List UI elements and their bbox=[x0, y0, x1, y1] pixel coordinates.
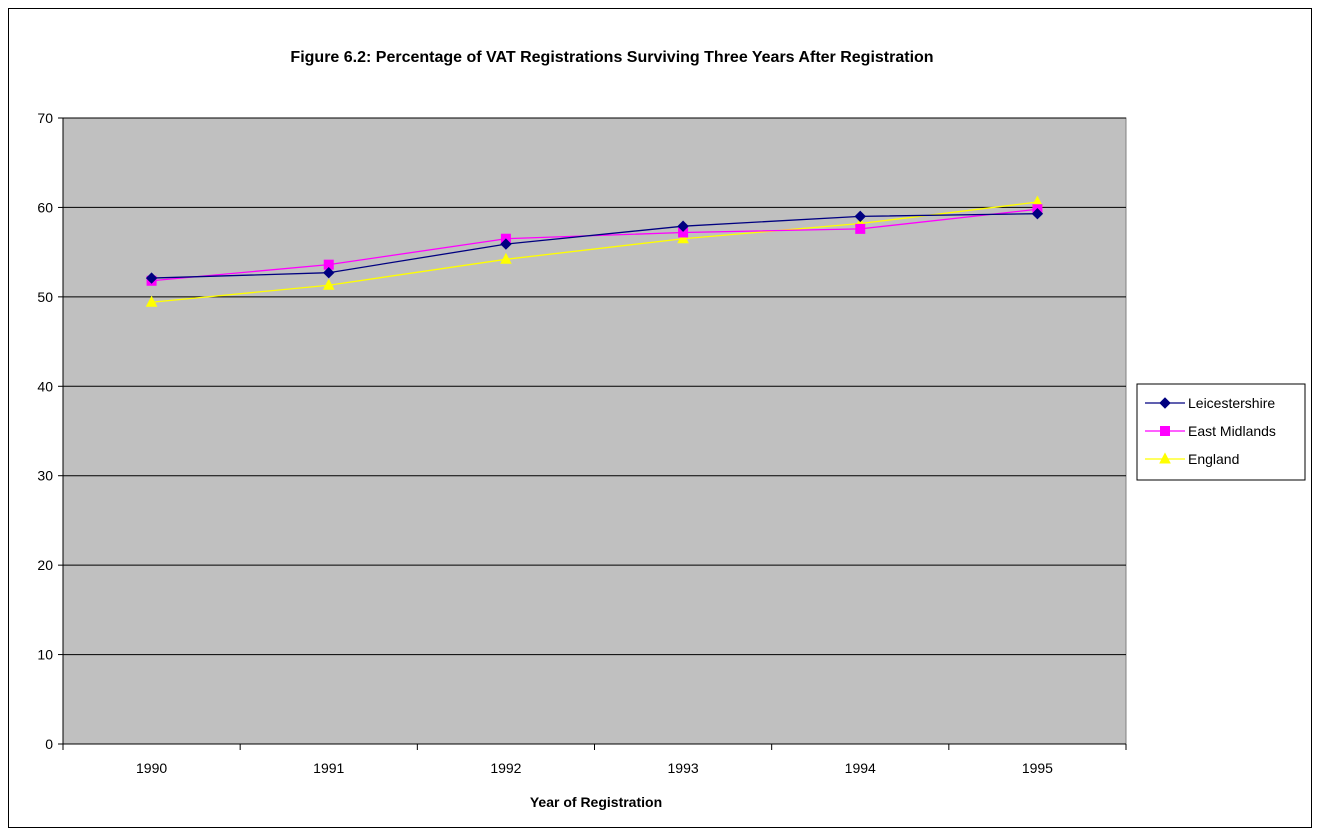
x-tick-label: 1995 bbox=[1022, 760, 1053, 776]
chart-title: Figure 6.2: Percentage of VAT Registrati… bbox=[290, 49, 933, 66]
plot-background bbox=[62, 117, 1127, 745]
legend-item: Leicestershire bbox=[1145, 395, 1275, 411]
series-leicestershire bbox=[145, 207, 1044, 284]
legend-swatch-marker bbox=[1160, 426, 1170, 436]
legend-swatch-marker bbox=[1159, 397, 1171, 409]
y-axis: 0 10 20 30 40 50 60 70 bbox=[37, 110, 64, 752]
data-point bbox=[323, 267, 335, 279]
data-point bbox=[855, 223, 866, 234]
y-tick-label: 30 bbox=[37, 468, 53, 484]
legend-label: East Midlands bbox=[1188, 423, 1276, 439]
data-point bbox=[145, 272, 158, 284]
data-point bbox=[500, 252, 512, 264]
x-tick-label: 1993 bbox=[668, 760, 699, 776]
y-tick-label: 70 bbox=[37, 110, 53, 126]
x-tick-label: 1994 bbox=[845, 760, 876, 776]
data-point bbox=[145, 295, 158, 307]
x-tick-label: 1990 bbox=[136, 760, 167, 776]
y-tick-label: 50 bbox=[37, 289, 53, 305]
y-tick-label: 60 bbox=[37, 199, 53, 215]
series-layer bbox=[145, 195, 1044, 307]
data-point bbox=[322, 278, 335, 290]
data-point bbox=[677, 232, 689, 244]
y-tick-label: 40 bbox=[37, 378, 53, 394]
x-tick-label: 1992 bbox=[490, 760, 521, 776]
legend-label: England bbox=[1188, 451, 1239, 467]
x-axis: 1990 1991 1992 1993 1994 1995 bbox=[62, 743, 1127, 776]
legend-item: England bbox=[1145, 451, 1239, 467]
legend-label: Leicestershire bbox=[1188, 395, 1275, 411]
data-point bbox=[854, 210, 866, 223]
legend: Leicestershire East Midlands England bbox=[1136, 383, 1306, 481]
plot-area bbox=[62, 117, 1127, 745]
y-tick-label: 10 bbox=[37, 647, 53, 663]
x-tick-label: 1991 bbox=[313, 760, 344, 776]
y-tick-label: 0 bbox=[45, 736, 53, 752]
y-tick-label: 20 bbox=[37, 557, 53, 573]
legend-item: East Midlands bbox=[1145, 423, 1276, 439]
series-line bbox=[151, 213, 1038, 279]
x-axis-title: Year of Registration bbox=[530, 794, 662, 810]
legend-swatch-marker bbox=[1159, 452, 1171, 464]
data-point bbox=[1031, 207, 1044, 220]
data-point bbox=[500, 238, 512, 250]
series-line bbox=[151, 201, 1038, 303]
data-point bbox=[677, 220, 689, 232]
